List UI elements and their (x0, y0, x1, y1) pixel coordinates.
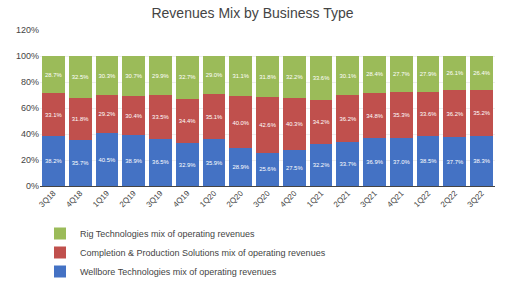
svg-text:30.4%: 30.4% (125, 113, 142, 119)
svg-text:31.8%: 31.8% (259, 74, 276, 80)
svg-text:3Q21: 3Q21 (359, 188, 380, 209)
svg-text:25.6%: 25.6% (259, 166, 276, 172)
svg-text:33.1%: 33.1% (45, 112, 62, 118)
svg-text:120%: 120% (16, 25, 39, 35)
svg-text:35.7%: 35.7% (72, 160, 89, 166)
svg-text:Completion & Production Soluti: Completion & Production Solutions mix of… (80, 248, 326, 258)
svg-text:Revenues Mix by Business Type: Revenues Mix by Business Type (151, 5, 353, 21)
svg-text:42.6%: 42.6% (259, 122, 276, 128)
svg-text:34.8%: 34.8% (366, 113, 383, 119)
svg-text:40.3%: 40.3% (286, 121, 303, 127)
svg-text:31.8%: 31.8% (72, 116, 89, 122)
svg-text:31.1%: 31.1% (232, 73, 249, 79)
svg-text:29.0%: 29.0% (206, 72, 223, 78)
svg-text:2Q19: 2Q19 (118, 188, 139, 209)
svg-text:4Q19: 4Q19 (171, 188, 192, 209)
svg-text:38.3%: 38.3% (473, 158, 490, 164)
svg-text:Wellbore Technologies mix of o: Wellbore Technologies mix of operating r… (80, 267, 277, 277)
svg-text:32.5%: 32.5% (72, 74, 89, 80)
svg-text:30.3%: 30.3% (99, 73, 116, 79)
svg-text:34.4%: 34.4% (179, 118, 196, 124)
svg-text:20%: 20% (21, 155, 39, 165)
svg-text:28.9%: 28.9% (232, 164, 249, 170)
svg-text:35.1%: 35.1% (206, 114, 223, 120)
svg-text:3Q20: 3Q20 (252, 188, 273, 209)
svg-text:40%: 40% (21, 129, 39, 139)
svg-text:4Q18: 4Q18 (64, 188, 85, 209)
svg-text:36.9%: 36.9% (366, 159, 383, 165)
svg-text:60%: 60% (21, 103, 39, 113)
svg-text:29.9%: 29.9% (152, 73, 169, 79)
svg-text:36.2%: 36.2% (447, 111, 464, 117)
svg-text:2Q21: 2Q21 (332, 188, 353, 209)
svg-text:36.5%: 36.5% (152, 159, 169, 165)
svg-text:28.4%: 28.4% (366, 71, 383, 77)
svg-text:35.3%: 35.3% (393, 112, 410, 118)
svg-text:32.9%: 32.9% (179, 162, 196, 168)
svg-text:33.6%: 33.6% (313, 75, 330, 81)
svg-text:27.5%: 27.5% (286, 165, 303, 171)
svg-text:32.7%: 32.7% (179, 74, 196, 80)
svg-text:100%: 100% (16, 51, 39, 61)
svg-text:33.5%: 33.5% (152, 114, 169, 120)
svg-text:1Q21: 1Q21 (305, 188, 326, 209)
svg-text:35.2%: 35.2% (473, 110, 490, 116)
svg-text:3Q19: 3Q19 (144, 188, 165, 209)
svg-text:26.1%: 26.1% (447, 70, 464, 76)
svg-text:4Q20: 4Q20 (278, 188, 299, 209)
svg-text:34.2%: 34.2% (313, 119, 330, 125)
svg-text:33.7%: 33.7% (339, 161, 356, 167)
svg-text:32.2%: 32.2% (286, 74, 303, 80)
svg-text:27.7%: 27.7% (393, 71, 410, 77)
svg-text:0%: 0% (26, 181, 39, 191)
svg-text:36.2%: 36.2% (339, 116, 356, 122)
svg-text:27.9%: 27.9% (420, 71, 437, 77)
svg-text:38.2%: 38.2% (45, 158, 62, 164)
svg-text:30.7%: 30.7% (125, 73, 142, 79)
svg-text:2Q22: 2Q22 (439, 188, 460, 209)
svg-text:37.0%: 37.0% (393, 159, 410, 165)
svg-text:35.9%: 35.9% (206, 160, 223, 166)
svg-text:33.6%: 33.6% (420, 111, 437, 117)
svg-text:28.7%: 28.7% (45, 72, 62, 78)
svg-text:40.0%: 40.0% (232, 120, 249, 126)
svg-text:40.5%: 40.5% (99, 157, 116, 163)
svg-text:80%: 80% (21, 77, 39, 87)
svg-text:29.2%: 29.2% (99, 111, 116, 117)
svg-text:37.7%: 37.7% (447, 159, 464, 165)
svg-text:2Q20: 2Q20 (225, 188, 246, 209)
svg-text:3Q22: 3Q22 (466, 188, 487, 209)
svg-text:26.4%: 26.4% (473, 70, 490, 76)
svg-text:1Q19: 1Q19 (91, 188, 112, 209)
svg-text:38.5%: 38.5% (420, 158, 437, 164)
svg-text:1Q20: 1Q20 (198, 188, 219, 209)
svg-text:Rig Technologies mix of operat: Rig Technologies mix of operating revenu… (80, 229, 255, 239)
svg-text:4Q21: 4Q21 (385, 188, 406, 209)
svg-text:3Q18: 3Q18 (37, 188, 58, 209)
svg-text:38.9%: 38.9% (125, 158, 142, 164)
svg-text:32.2%: 32.2% (313, 162, 330, 168)
svg-text:1Q22: 1Q22 (412, 188, 433, 209)
svg-text:30.1%: 30.1% (339, 73, 356, 79)
